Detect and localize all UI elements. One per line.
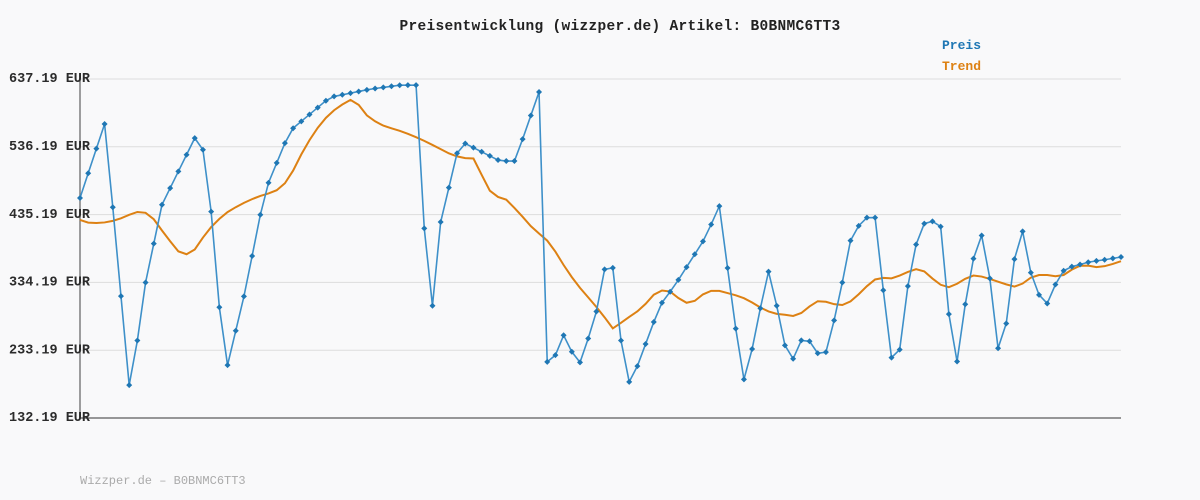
svg-text:132.19 EUR: 132.19 EUR — [9, 411, 91, 426]
svg-text:334.19 EUR: 334.19 EUR — [9, 276, 91, 291]
svg-text:536.19 EUR: 536.19 EUR — [9, 140, 91, 155]
svg-text:435.19 EUR: 435.19 EUR — [9, 208, 91, 223]
svg-text:637.19 EUR: 637.19 EUR — [9, 72, 91, 87]
svg-text:233.19 EUR: 233.19 EUR — [9, 343, 91, 358]
